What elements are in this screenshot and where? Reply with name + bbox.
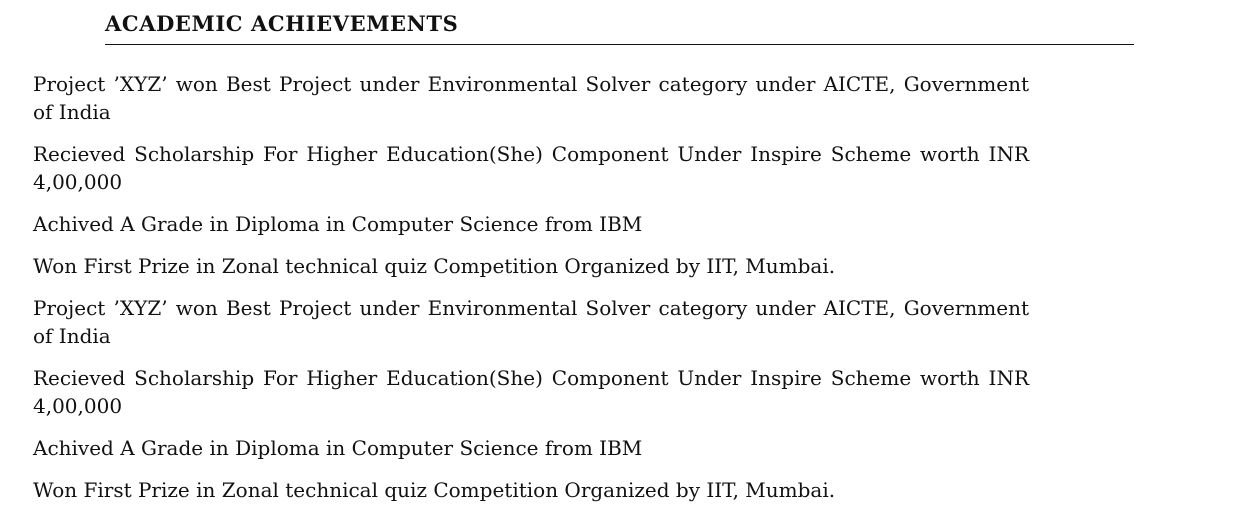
academic-achievements-section: ACADEMIC ACHIEVEMENTS	[105, 10, 1134, 45]
list-item: Recieved Scholarship For Higher Educatio…	[33, 366, 1029, 418]
achievements-list: Project ’XYZ’ won Best Project under Env…	[33, 70, 1029, 518]
list-item: Won First Prize in Zonal technical quiz …	[33, 478, 836, 502]
list-item: Achived A Grade in Diploma in Computer S…	[33, 212, 643, 236]
list-item: Project ’XYZ’ won Best Project under Env…	[33, 72, 1029, 124]
list-item: Project ’XYZ’ won Best Project under Env…	[33, 296, 1029, 348]
section-title: ACADEMIC ACHIEVEMENTS	[105, 10, 1134, 45]
list-item: Recieved Scholarship For Higher Educatio…	[33, 142, 1029, 194]
list-item: Achived A Grade in Diploma in Computer S…	[33, 436, 643, 460]
list-item: Won First Prize in Zonal technical quiz …	[33, 254, 836, 278]
